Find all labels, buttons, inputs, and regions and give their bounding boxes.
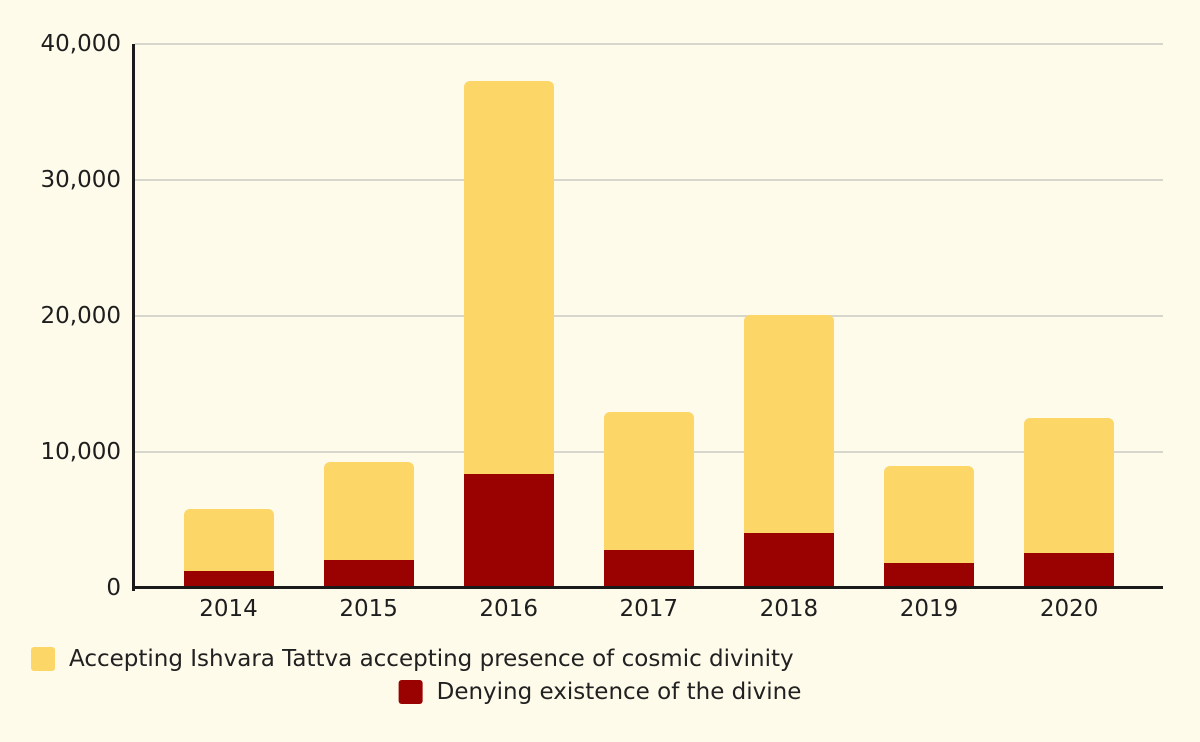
x-tick-label-2020: 2020 [1039, 596, 1099, 622]
bar-2018-denying[interactable] [743, 532, 834, 587]
bar-2020-denying[interactable] [1024, 553, 1115, 587]
bar-2020-accepting[interactable] [1024, 418, 1115, 553]
legend-item-denying: Denying existence of the divine [398, 679, 802, 705]
legend-label-denying: Denying existence of the divine [436, 679, 802, 705]
y-tick-label-30000: 30,000 [40, 167, 121, 193]
y-tick-label-20000: 20,000 [40, 303, 121, 329]
x-tick-label-2015: 2015 [339, 596, 398, 622]
bar-2014-denying[interactable] [183, 570, 274, 587]
gridline-40000 [135, 43, 1163, 45]
x-tick-label-2018: 2018 [759, 596, 819, 622]
legend-item-accepting: Accepting Ishvara Tattva accepting prese… [31, 646, 794, 672]
bar-2019-denying[interactable] [884, 562, 974, 587]
legend-swatch-denying [398, 680, 423, 704]
x-axis-line [132, 586, 1163, 589]
bar-2014-accepting[interactable] [183, 509, 274, 571]
bar-2016-accepting[interactable] [463, 81, 554, 475]
gridline-20000 [135, 315, 1163, 317]
bar-2016-denying[interactable] [463, 474, 554, 587]
y-tick-label-10000: 10,000 [40, 439, 121, 465]
y-axis-line [132, 44, 135, 591]
bar-2017-accepting[interactable] [603, 411, 694, 551]
legend-swatch-accepting [31, 647, 55, 671]
x-tick-label-2014: 2014 [199, 596, 258, 622]
bar-2019-accepting[interactable] [884, 465, 974, 563]
x-tick-label-2017: 2017 [619, 596, 679, 622]
bar-2018-accepting[interactable] [743, 315, 834, 533]
y-tick-label-40000: 40,000 [40, 31, 121, 57]
y-tick-label-0: 0 [106, 575, 121, 601]
bar-2017-denying[interactable] [603, 550, 694, 587]
legend-label-accepting: Accepting Ishvara Tattva accepting prese… [69, 646, 794, 672]
bar-2015-denying[interactable] [323, 559, 414, 587]
x-tick-label-2016: 2016 [479, 596, 538, 622]
gridline-30000 [135, 179, 1163, 181]
bar-2015-accepting[interactable] [323, 461, 414, 560]
x-tick-label-2019: 2019 [899, 596, 959, 622]
